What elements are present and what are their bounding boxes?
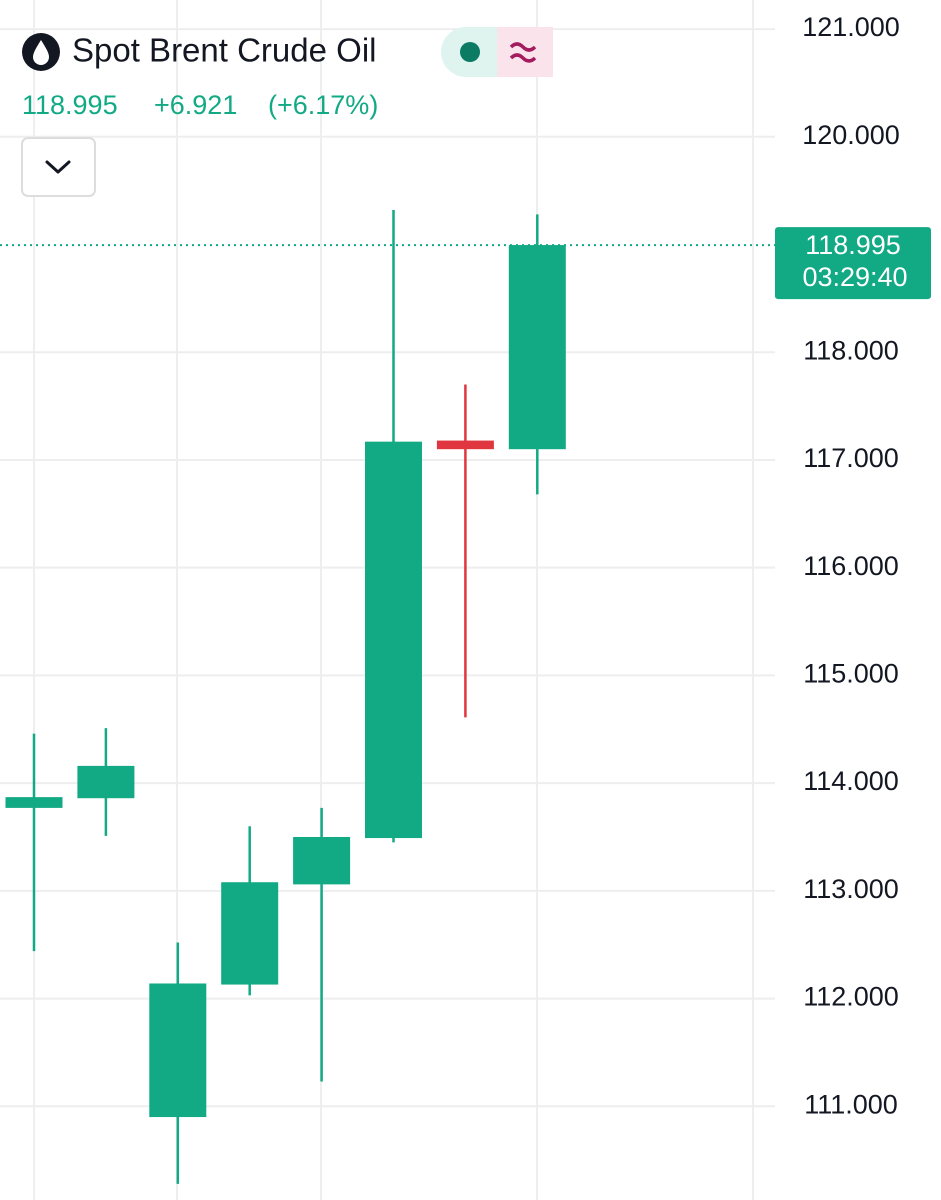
y-tick-label: 114.000 — [803, 766, 899, 796]
y-tick-label: 117.000 — [803, 443, 899, 473]
symbol-title: Spot Brent Crude Oil — [72, 32, 376, 69]
candle-body — [293, 836, 351, 885]
candle-body — [77, 765, 135, 799]
collapse-button[interactable] — [21, 137, 96, 197]
candle-body — [508, 245, 566, 450]
candle-body — [221, 882, 279, 985]
drop-icon — [33, 40, 49, 65]
chevron-icon — [45, 160, 71, 174]
y-tick-label: 120.000 — [802, 120, 900, 150]
delayed-icon — [509, 42, 537, 63]
y-tick-label: 113.000 — [803, 874, 899, 904]
last-price-label: 118.995 — [805, 230, 901, 260]
market-open-dot — [460, 42, 480, 62]
price-change: +6.921 — [154, 90, 237, 120]
last-price-box — [775, 227, 931, 300]
status-pill-cap — [497, 27, 553, 77]
candle-body — [5, 797, 63, 808]
price-change-percent: (+6.17%) — [268, 90, 378, 120]
y-tick-label: 115.000 — [803, 659, 899, 689]
candle-body — [365, 441, 422, 839]
candle-body — [436, 440, 494, 450]
last-time-label: 03:29:40 — [802, 262, 907, 292]
y-tick-label: 111.000 — [804, 1089, 898, 1119]
y-tick-label: 116.000 — [803, 551, 899, 581]
y-tick-label: 112.000 — [803, 982, 899, 1012]
last-price: 118.995 — [22, 90, 118, 120]
header: Spot Brent Crude Oil 118.995 +6.921 (+6.… — [21, 27, 553, 197]
candle-body — [149, 983, 207, 1118]
y-tick-label: 118.000 — [803, 335, 899, 365]
y-tick-label: 121.000 — [802, 12, 900, 42]
